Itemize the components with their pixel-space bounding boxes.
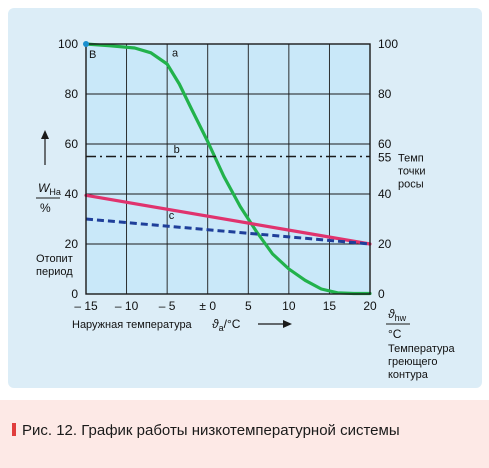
dew-point-value: 55 [378,151,392,165]
x-axis-variable: ϑa/°C [212,317,241,333]
plot-area [86,44,370,294]
y-tick-label-right-3: 60 [378,137,392,151]
y-tick-label-left-4: 80 [65,87,79,101]
series-line-a [84,42,372,296]
y-left-label-main: W [38,181,51,195]
series-line-c_red [84,193,372,246]
y-tick-label-right-4: 80 [378,87,392,101]
x-tick-label-5: 10 [282,299,296,313]
dew-point-text-0: Темп [398,153,424,165]
y-tick-label-right-5: 100 [378,37,398,51]
series-label-c: c [169,210,175,222]
labels-group: – 15– 10– 5 ± 0 5 10 15 200204060801000204060… [36,37,456,381]
y-right-label-main: ϑ [388,307,395,321]
x-axis-variable-main: ϑ [212,317,219,331]
x-tick-label-6: 15 [323,299,337,313]
dew-point-text-2: росы [398,179,424,191]
y-tick-label-left-2: 40 [65,187,79,201]
x-tick-label-2: – 5 [159,299,176,313]
y-left-label-den: % [40,201,51,215]
series-label-a: a [172,48,179,60]
x-tick-label-4: 5 [245,299,252,313]
x-axis-label: Наружная температура [72,319,193,331]
y-right-desc-2: контура [388,369,429,381]
y-tick-label-left-1: 20 [65,237,79,251]
point-b-marker [83,41,89,47]
caption-band [0,400,489,468]
y-right-desc-0: Температура [388,343,456,355]
y-right-desc-1: греющего [388,356,437,368]
y-tick-label-left-5: 100 [58,37,78,51]
point-b-label: B [89,49,96,61]
caption-text: Рис. 12. График работы низкотемпературно… [22,422,400,439]
y-tick-label-right-1: 20 [378,237,392,251]
y-left-arrow-head [41,130,49,139]
x-axis-variable-sub: a [219,323,224,333]
series-group [84,42,372,296]
y-right-label: ϑhw [388,307,407,323]
y-tick-label-right-2: 40 [378,187,392,201]
y-tick-label-left-0: 0 [71,287,78,301]
dew-point-text-1: точки [398,166,425,178]
y-left-label-sub: На [49,187,61,197]
plot-border [85,43,371,295]
x-tick-label-0: – 15 [74,299,98,313]
x-axis-variable-unit: /°C [224,317,241,331]
x-tick-label-3: ± 0 [199,299,216,313]
caption-marker [12,423,16,436]
series-line-c [85,217,371,246]
y-right-label-den: °C [388,327,402,341]
x-tick-label-1: – 10 [115,299,139,313]
figure-caption: Рис. 12. График работы низкотемпературно… [12,422,400,439]
left-annotation-0: Отопит [36,253,73,265]
y-right-label-sub: hw [395,313,407,323]
x-tick-label-7: 20 [363,299,377,313]
series-label-b: b [174,144,180,156]
chart-svg: – 15– 10– 5 ± 0 5 10 15 200204060801000204060… [36,37,456,381]
y-tick-label-right-0: 0 [378,287,385,301]
axes-group [85,43,371,295]
y-tick-label-left-3: 60 [65,137,79,151]
left-annotation-1: период [36,266,73,278]
x-axis-arrow-head [283,320,292,328]
y-left-label: WНа [38,181,61,197]
